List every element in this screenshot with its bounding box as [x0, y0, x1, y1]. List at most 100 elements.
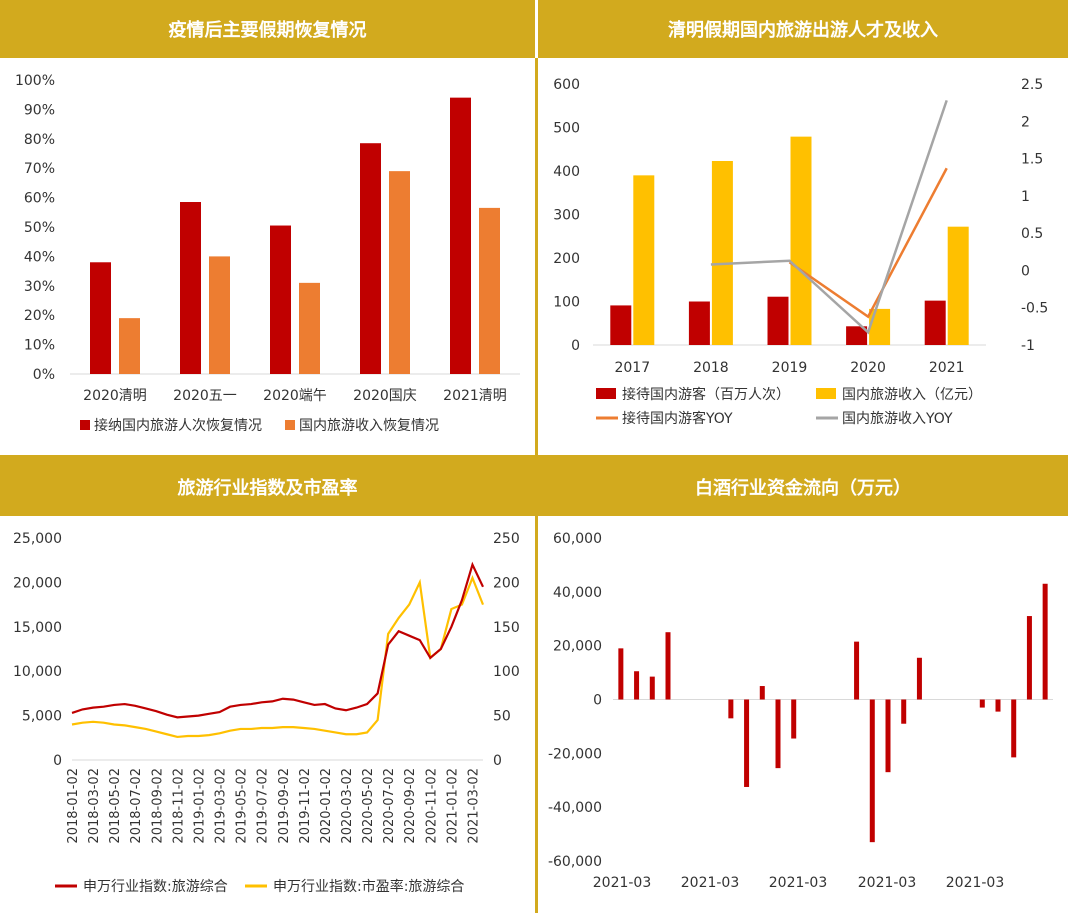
y2-tick-label: 200 [493, 575, 520, 591]
x-tick-label: 2020-05-02 [361, 768, 376, 844]
bar [450, 97, 471, 374]
x-tick-label: 2018-07-02 [129, 768, 144, 844]
x-tick-label: 2020 [850, 360, 886, 376]
y-tick-label: -60,000 [548, 854, 602, 870]
bar [728, 699, 734, 719]
bar [979, 699, 985, 708]
divider-vertical [535, 58, 538, 913]
series-line [710, 100, 948, 335]
legend-label: 申万行业指数:市盈率:旅游综合 [273, 878, 464, 895]
x-tick-label: 2019-07-02 [256, 768, 271, 844]
x-tick-label: 2021-03 [946, 875, 1005, 891]
y-tick-label: 20,000 [553, 639, 602, 655]
bar [610, 305, 632, 345]
bar [885, 699, 891, 773]
x-tick-label: 2020端午 [263, 388, 327, 404]
y-tick-label: 600 [553, 77, 580, 93]
legend-label: 接待国内游客YOY [622, 410, 733, 427]
chart-baijiu-fund-flow: 60,000 40,000 20,000 0 -20,000 -40,000 -60,000… [548, 531, 1053, 891]
y2-tick-label: 2 [1021, 114, 1030, 130]
y2-tick-label: 150 [493, 620, 520, 636]
y-tick-label: 5,000 [22, 709, 62, 725]
x-tick-label: 2021-03 [681, 875, 740, 891]
bar [854, 641, 860, 700]
y2-tick-label: 100 [493, 664, 520, 680]
bar [688, 301, 710, 345]
bar [924, 300, 946, 345]
x-tick-label: 2018-09-02 [150, 768, 165, 844]
y-tick-label: 30% [24, 279, 55, 295]
y2-tick-label: 50 [493, 709, 511, 725]
legend-swatch [80, 420, 90, 430]
bar [846, 326, 868, 345]
legend-swatch [816, 388, 836, 399]
y-tick-label: 100 [553, 295, 580, 311]
y2-tick-label: 0.5 [1021, 226, 1043, 242]
y-tick-label: 0% [33, 367, 55, 383]
x-tick-label: 2018-11-02 [171, 768, 186, 844]
x-tick-label: 2021-03 [858, 875, 917, 891]
x-tick-label: 2019-03-02 [214, 768, 229, 844]
y2-tick-label: 2.5 [1021, 77, 1043, 93]
bar [767, 296, 789, 345]
legend-swatch [285, 420, 295, 430]
chart-panel-tourism-index: 旅游行业指数及市盈率 0 5,000 10,000 15,000 20,000 25,00… [0, 458, 535, 913]
legend-label: 国内旅游收入恢复情况 [299, 417, 439, 434]
chart-title-holiday-recovery: 疫情后主要假期恢复情况 [0, 0, 535, 58]
x-tick-label: 2018-01-02 [66, 768, 81, 844]
bar [1042, 583, 1048, 700]
x-tick-label: 2020-03-02 [340, 768, 355, 844]
chart-panel-qingming-tourism: 清明假期国内旅游出游人才及收入 0 100 200 300 400 500 600 -1 -0.… [538, 0, 1068, 455]
legend-label: 申万行业指数:旅游综合 [83, 879, 228, 895]
bar [775, 699, 781, 769]
y2-tick-label: -0.5 [1021, 301, 1048, 317]
bar [901, 699, 907, 724]
bar [180, 202, 201, 374]
y2-tick-label: 0 [1021, 263, 1030, 279]
y2-tick-label: 0 [493, 753, 502, 769]
y-tick-label: 20% [24, 308, 55, 324]
bar [665, 632, 671, 700]
y-tick-label: 60,000 [553, 531, 602, 547]
bar [869, 699, 875, 843]
y-tick-label: 500 [553, 121, 580, 137]
x-tick-label: 2020国庆 [353, 388, 417, 404]
y-tick-label: 400 [553, 164, 580, 180]
bar [209, 256, 230, 374]
chart-title-tourism-index: 旅游行业指数及市盈率 [0, 458, 535, 516]
x-tick-label: 2021-03-02 [466, 768, 481, 844]
legend-label: 接纳国内旅游人次恢复情况 [94, 417, 262, 434]
bar [633, 175, 655, 345]
x-tick-label: 2018-03-02 [87, 768, 102, 844]
x-tick-label: 2021清明 [443, 388, 507, 404]
y-tick-label: 300 [553, 208, 580, 224]
y-tick-label: 80% [24, 132, 55, 148]
y-tick-label: 10,000 [13, 664, 62, 680]
bar [270, 225, 291, 374]
chart-panel-holiday-recovery: 疫情后主要假期恢复情况 0% 10% 20% 30% 40% 50% 60% 70% 80% 90… [0, 0, 535, 455]
chart-holiday-recovery: 0% 10% 20% 30% 40% 50% 60% 70% 80% 90% 100% 2020清明 2… [15, 73, 520, 434]
y2-tick-label: 250 [493, 531, 520, 547]
bar [360, 143, 381, 374]
y-tick-label: 70% [24, 161, 55, 177]
legend-label: 国内旅游收入YOY [842, 411, 953, 427]
chart-panel-baijiu-fund-flow: 白酒行业资金流向（万元） 60,000 40,000 20,000 0 -20,000 -… [538, 458, 1068, 913]
bar [744, 699, 750, 787]
x-tick-label: 2019-01-02 [192, 768, 207, 844]
y-tick-label: 25,000 [13, 531, 62, 547]
series-line [71, 574, 485, 739]
bar [1026, 616, 1032, 700]
chart-title-qingming-tourism: 清明假期国内旅游出游人才及收入 [538, 0, 1068, 58]
legend-label: 接待国内游客（百万人次） [622, 386, 790, 403]
bar [389, 171, 410, 374]
chart-tourism-index: 0 5,000 10,000 15,000 20,000 25,000 0 50 100 150 2… [13, 531, 520, 895]
x-tick-label: 2020五一 [173, 388, 237, 404]
x-tick-label: 2020清明 [83, 388, 147, 404]
y2-tick-label: 1 [1021, 189, 1030, 205]
x-tick-label: 2020-11-02 [424, 768, 439, 844]
bar [995, 699, 1001, 712]
bar [791, 699, 797, 739]
bar [759, 686, 765, 700]
y-tick-label: 50% [24, 220, 55, 236]
x-tick-label: 2020-09-02 [403, 768, 418, 844]
